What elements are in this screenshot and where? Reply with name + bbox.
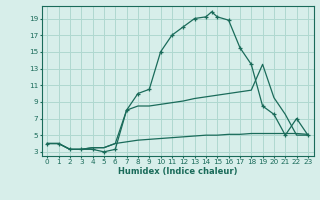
X-axis label: Humidex (Indice chaleur): Humidex (Indice chaleur) — [118, 167, 237, 176]
